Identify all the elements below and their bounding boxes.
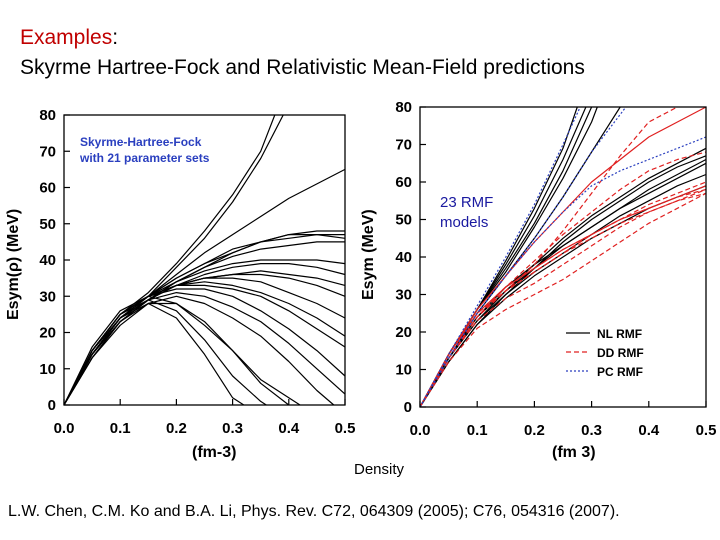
left-series-line-17 <box>63 230 345 406</box>
right-series-line-13 <box>419 188 707 408</box>
right-series-line-11 <box>419 106 707 408</box>
right-ytick-label-1: 10 <box>395 362 412 379</box>
right-xtick-label-2: 0.2 <box>524 422 545 439</box>
right-note-line-1: 23 RMF <box>440 194 493 211</box>
right-ytick-label-6: 60 <box>395 174 412 191</box>
left-ytick-label-4: 40 <box>39 252 56 269</box>
legend-label-0: NL RMF <box>597 327 642 341</box>
left-series-line-6 <box>63 288 346 406</box>
right-xtick-label-4: 0.4 <box>638 422 660 439</box>
right-series-line-21 <box>419 106 627 408</box>
left-series-line-8 <box>63 281 346 406</box>
left-xtick-label-1: 0.1 <box>110 420 131 437</box>
right-series-line-10 <box>419 155 707 408</box>
left-series-line-5 <box>63 292 346 406</box>
right-note-line-2: models <box>440 214 488 231</box>
legend-label-2: PC RMF <box>597 365 643 379</box>
left-xtick-label-0: 0.0 <box>54 420 75 437</box>
left-series-line-20 <box>63 114 284 406</box>
left-ytick-label-3: 30 <box>39 288 56 305</box>
left-series-line-4 <box>63 295 335 406</box>
left-ytick-label-1: 10 <box>39 361 56 378</box>
right-ytick-label-2: 20 <box>395 324 412 341</box>
right-series-line-14 <box>419 192 707 408</box>
right-series-line-9 <box>419 147 707 408</box>
right-ytick-label-7: 70 <box>395 137 412 154</box>
right-ytick-label-3: 30 <box>395 287 412 304</box>
left-xtick-label-2: 0.2 <box>166 420 187 437</box>
left-ytick-label-5: 50 <box>39 216 56 233</box>
left-series-line-14 <box>63 241 345 406</box>
right-y-axis-label: Esym (MeV) <box>360 209 377 300</box>
right-ytick-label-5: 50 <box>395 212 412 229</box>
page-subtitle: Skyrme Hartree-Fock and Relativistic Mea… <box>20 56 585 79</box>
left-note-line-1: Skyrme-Hartree-Fock <box>80 135 202 149</box>
left-xtick-label-4: 0.4 <box>278 420 300 437</box>
page-title: Examples: <box>20 26 118 50</box>
left-y-axis-label: Esym(ρ) (MeV) <box>5 209 22 320</box>
left-x-axis-label: (fm-3) <box>192 444 236 461</box>
left-note-line-2: with 21 parameter sets <box>79 151 210 165</box>
left-ytick-label-6: 60 <box>39 180 56 197</box>
right-x-axis-label: (fm 3) <box>552 444 596 461</box>
legend-label-1: DD RMF <box>597 346 644 360</box>
right-xtick-label-0: 0.0 <box>410 422 431 439</box>
title-suffix: : <box>112 26 119 49</box>
left-series-line-16 <box>63 234 346 406</box>
left-ytick-label-8: 80 <box>39 107 56 124</box>
left-ytick-label-0: 0 <box>48 397 56 414</box>
citation: L.W. Chen, C.M. Ko and B.A. Li, Phys. Re… <box>8 503 620 520</box>
left-xtick-label-5: 0.5 <box>335 420 356 437</box>
right-series-line-20 <box>419 106 581 408</box>
left-series-line-3 <box>63 295 301 406</box>
title-prefix: Examples <box>20 26 113 49</box>
right-xtick-label-5: 0.5 <box>696 422 717 439</box>
left-series-line-0 <box>63 302 245 406</box>
left-ytick-label-7: 70 <box>39 143 56 160</box>
left-series-line-19 <box>63 114 276 406</box>
right-ytick-label-0: 0 <box>404 399 412 416</box>
shared-x-label: Density <box>354 461 405 478</box>
left-xtick-label-3: 0.3 <box>222 420 243 437</box>
left-ytick-label-2: 20 <box>39 325 56 342</box>
right-ytick-label-4: 40 <box>395 249 412 266</box>
right-series-line-17 <box>419 192 707 408</box>
right-xtick-label-3: 0.3 <box>581 422 602 439</box>
right-xtick-label-1: 0.1 <box>467 422 488 439</box>
right-series-line-19 <box>419 151 707 408</box>
right-ytick-label-8: 80 <box>395 99 412 116</box>
right-series-line-0 <box>419 106 578 408</box>
left-series-line-18 <box>63 168 346 406</box>
right-series-line-22 <box>419 136 707 408</box>
